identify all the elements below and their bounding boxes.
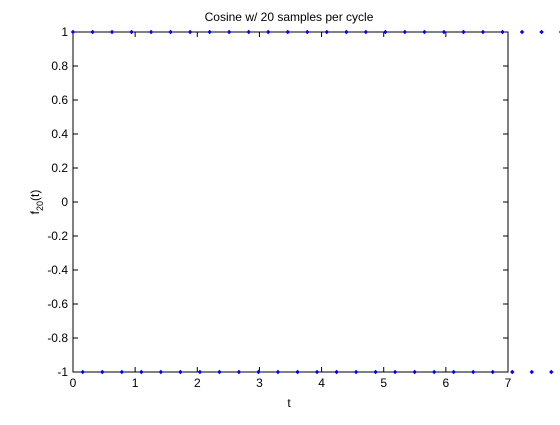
y-axis-label-tail: (t) bbox=[28, 190, 42, 201]
data-point bbox=[295, 369, 300, 375]
data-point bbox=[412, 369, 417, 375]
data-point bbox=[275, 369, 281, 375]
plot-area bbox=[72, 31, 509, 373]
y-axis-label: f20(t) bbox=[28, 190, 45, 215]
data-point bbox=[480, 29, 486, 35]
x-tick-label: 2 bbox=[194, 376, 201, 390]
y-tick-label: 0.6 bbox=[51, 93, 68, 107]
x-tick-label: 0 bbox=[70, 376, 77, 390]
data-point bbox=[373, 369, 378, 375]
y-axis-label-main: f bbox=[28, 210, 42, 214]
data-point bbox=[334, 369, 339, 375]
x-axis-tick-labels: 0 1 2 3 4 5 6 7 bbox=[70, 376, 512, 390]
data-point bbox=[324, 29, 329, 35]
data-points bbox=[70, 29, 560, 375]
data-point bbox=[441, 29, 447, 35]
data-point bbox=[305, 29, 310, 35]
y-tick-label: 1 bbox=[61, 25, 68, 39]
data-point bbox=[197, 369, 203, 375]
data-point bbox=[109, 29, 115, 35]
data-point bbox=[344, 29, 349, 35]
x-tick-label: 4 bbox=[318, 376, 325, 390]
y-tick-label: -0.4 bbox=[47, 263, 68, 277]
data-point bbox=[490, 369, 495, 375]
y-tick-label: 0.2 bbox=[51, 161, 68, 175]
y-tick-label: 0 bbox=[61, 195, 68, 209]
data-point bbox=[100, 369, 105, 375]
data-point bbox=[80, 369, 85, 375]
data-point bbox=[451, 369, 456, 375]
data-point bbox=[178, 369, 183, 375]
data-point bbox=[148, 29, 154, 35]
y-tick-label: 0.4 bbox=[51, 127, 68, 141]
data-point bbox=[168, 29, 173, 35]
data-point bbox=[471, 369, 476, 375]
data-point bbox=[236, 369, 242, 375]
y-axis-label-subscript: 20 bbox=[35, 201, 45, 211]
chart-title: Cosine w/ 20 samples per cycle bbox=[205, 10, 374, 24]
y-tick-label: -0.8 bbox=[47, 331, 68, 345]
x-tick-label: 3 bbox=[256, 376, 263, 390]
data-point bbox=[402, 29, 408, 35]
data-point bbox=[187, 29, 193, 35]
data-point bbox=[70, 29, 76, 35]
data-point bbox=[226, 29, 232, 35]
data-point bbox=[207, 29, 212, 35]
data-point bbox=[90, 29, 95, 35]
data-point bbox=[529, 369, 534, 375]
y-axis-tick-labels: -1 -0.8 -0.6 -0.4 -0.2 0 0.2 0.4 0.6 0.8 1 bbox=[47, 25, 68, 379]
data-point bbox=[383, 29, 388, 35]
x-tick-label: 7 bbox=[505, 376, 512, 390]
data-point bbox=[256, 369, 261, 375]
data-point bbox=[519, 29, 525, 35]
data-point bbox=[363, 29, 369, 35]
data-point bbox=[353, 369, 359, 375]
y-tick-label: -0.2 bbox=[47, 229, 68, 243]
y-tick-label: -1 bbox=[57, 365, 68, 379]
data-point bbox=[431, 369, 437, 375]
x-axis-label: t bbox=[287, 396, 291, 410]
data-point bbox=[285, 29, 290, 35]
x-tick-label: 6 bbox=[443, 376, 450, 390]
data-point bbox=[217, 369, 222, 375]
data-point bbox=[139, 369, 144, 375]
y-tick-label: 0.8 bbox=[51, 59, 68, 73]
data-point bbox=[510, 369, 515, 375]
data-point bbox=[500, 29, 505, 35]
data-point bbox=[539, 29, 544, 35]
data-point bbox=[158, 369, 164, 375]
data-point bbox=[422, 29, 427, 35]
data-point bbox=[266, 29, 271, 35]
data-point bbox=[119, 369, 125, 375]
data-point bbox=[461, 29, 466, 35]
data-point bbox=[392, 369, 398, 375]
y-tick-label: -0.6 bbox=[47, 297, 68, 311]
x-tick-label: 1 bbox=[132, 376, 139, 390]
x-tick-label: 5 bbox=[380, 376, 387, 390]
data-point bbox=[314, 369, 320, 375]
data-point bbox=[246, 29, 251, 35]
data-point bbox=[549, 369, 554, 375]
data-point bbox=[129, 29, 134, 35]
